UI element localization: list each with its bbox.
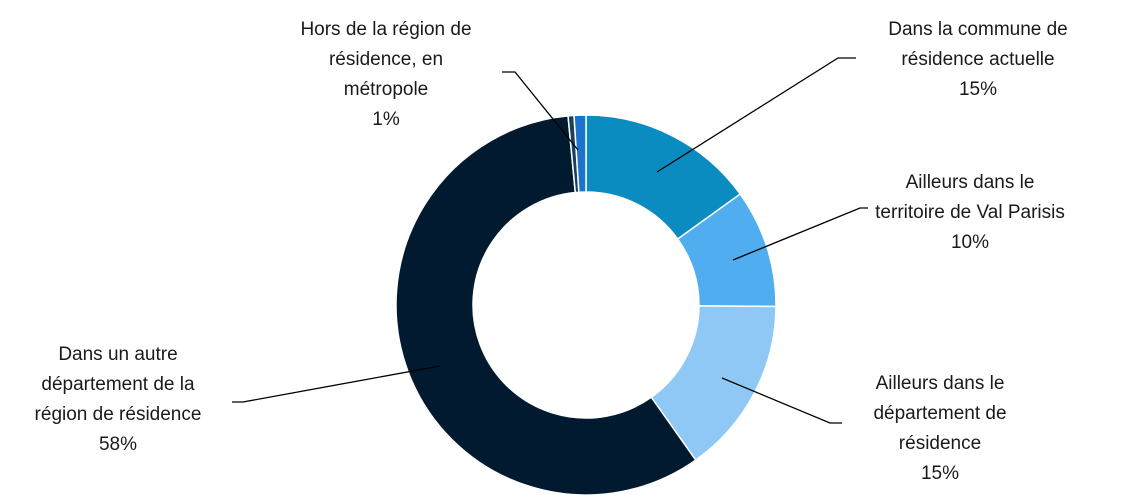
leader-line [721, 377, 842, 424]
leader-line [232, 365, 441, 403]
donut-segment [395, 115, 697, 495]
value-label: 15% [921, 463, 959, 484]
leader-line [656, 57, 856, 173]
value-label: 10% [951, 232, 989, 253]
leader-line [732, 207, 868, 261]
value-label: 58% [99, 434, 137, 455]
category-label: Dans un autre département de la région de … [35, 344, 202, 425]
category-label: Hors de la région de résidence, en métropo… [300, 19, 471, 100]
category-label: Dans la commune de résidence actuelle [888, 19, 1068, 70]
value-label: 1% [372, 109, 400, 130]
leader-line [502, 71, 579, 151]
category-label: Ailleurs dans le territoire de Val Parisi… [875, 172, 1065, 223]
donut-segment [573, 114, 587, 194]
value-label: 15% [959, 79, 997, 100]
category-label: Ailleurs dans le département de résidence [873, 373, 1006, 454]
